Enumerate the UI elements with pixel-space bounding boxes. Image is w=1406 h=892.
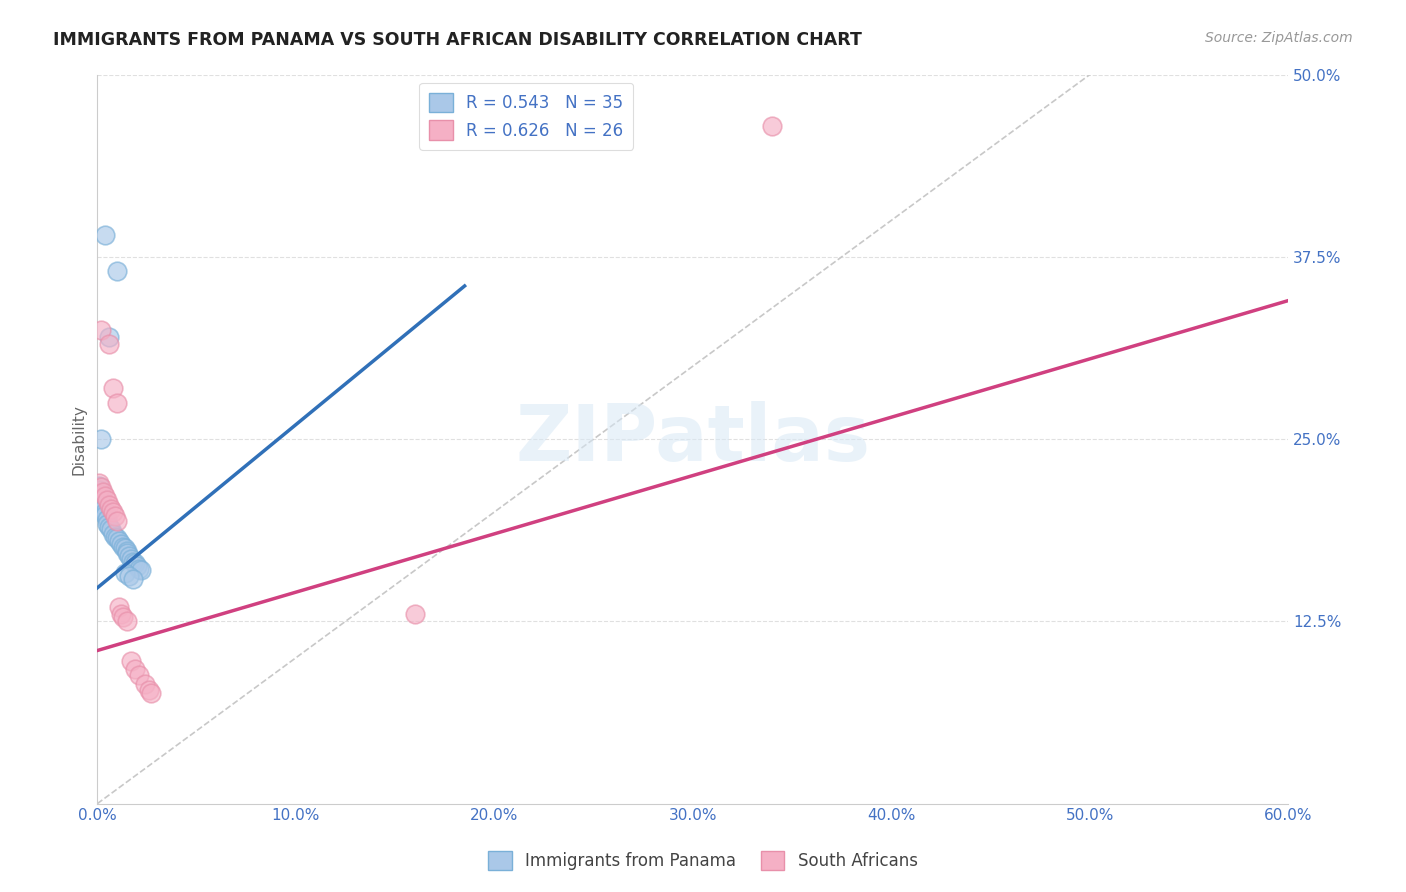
Point bbox=[98, 498, 121, 512]
Point bbox=[115, 546, 138, 560]
Point bbox=[124, 663, 146, 677]
Point bbox=[96, 512, 118, 526]
Point bbox=[110, 537, 132, 551]
Point bbox=[112, 610, 135, 624]
Point bbox=[122, 572, 145, 586]
Point bbox=[94, 227, 117, 242]
Point bbox=[94, 489, 117, 503]
Point bbox=[115, 544, 138, 558]
Point bbox=[90, 493, 112, 508]
Point bbox=[118, 549, 141, 563]
Y-axis label: Disability: Disability bbox=[72, 404, 86, 475]
Text: IMMIGRANTS FROM PANAMA VS SOUTH AFRICAN DISABILITY CORRELATION CHART: IMMIGRANTS FROM PANAMA VS SOUTH AFRICAN … bbox=[53, 31, 862, 49]
Point bbox=[105, 531, 128, 545]
Point bbox=[98, 330, 121, 344]
Point bbox=[100, 502, 122, 516]
Point bbox=[120, 654, 142, 668]
Point bbox=[103, 526, 125, 541]
Point bbox=[120, 551, 142, 566]
Point bbox=[91, 484, 114, 499]
Point bbox=[139, 686, 162, 700]
Point bbox=[105, 264, 128, 278]
Point bbox=[94, 508, 117, 522]
Legend: Immigrants from Panama, South Africans: Immigrants from Panama, South Africans bbox=[482, 844, 924, 877]
Point bbox=[90, 432, 112, 446]
Point bbox=[104, 509, 127, 524]
Legend: R = 0.543   N = 35, R = 0.626   N = 26: R = 0.543 N = 35, R = 0.626 N = 26 bbox=[419, 83, 633, 150]
Point bbox=[100, 523, 122, 537]
Point bbox=[128, 562, 150, 576]
Text: Source: ZipAtlas.com: Source: ZipAtlas.com bbox=[1205, 31, 1353, 45]
Point bbox=[129, 563, 152, 577]
Point bbox=[90, 323, 112, 337]
Text: ZIPatlas: ZIPatlas bbox=[516, 401, 870, 477]
Point bbox=[128, 668, 150, 682]
Point bbox=[134, 677, 156, 691]
Point bbox=[122, 555, 145, 569]
Point bbox=[115, 615, 138, 629]
Point bbox=[114, 541, 136, 556]
Point bbox=[103, 381, 125, 395]
Point bbox=[124, 556, 146, 570]
Point bbox=[105, 514, 128, 528]
Point bbox=[114, 566, 136, 581]
Point bbox=[98, 337, 121, 351]
Point bbox=[112, 540, 135, 554]
Point bbox=[91, 498, 114, 512]
Point bbox=[105, 395, 128, 409]
Point bbox=[89, 475, 111, 490]
Point bbox=[118, 569, 141, 583]
Point bbox=[89, 483, 111, 497]
Point bbox=[90, 480, 112, 494]
Point bbox=[89, 479, 111, 493]
Point bbox=[761, 119, 783, 133]
Point bbox=[94, 505, 117, 519]
Point bbox=[404, 607, 426, 621]
Point bbox=[96, 516, 118, 531]
Point bbox=[103, 505, 125, 519]
Point bbox=[110, 607, 132, 621]
Point bbox=[125, 558, 148, 573]
Point bbox=[91, 502, 114, 516]
Point bbox=[108, 599, 131, 614]
Point bbox=[108, 534, 131, 549]
Point bbox=[138, 682, 160, 697]
Point bbox=[96, 493, 118, 508]
Point bbox=[104, 530, 127, 544]
Point bbox=[98, 519, 121, 533]
Point bbox=[90, 487, 112, 501]
